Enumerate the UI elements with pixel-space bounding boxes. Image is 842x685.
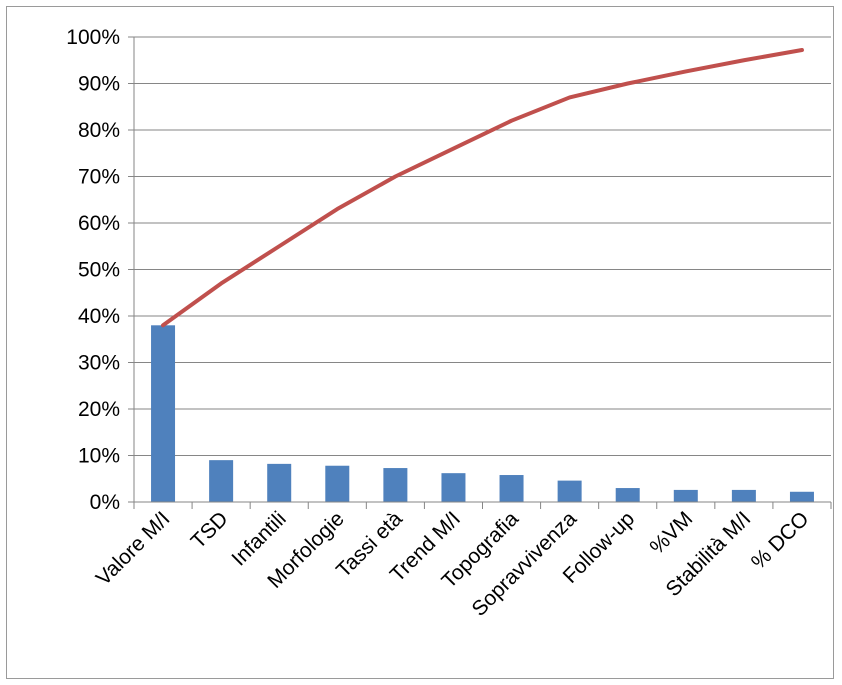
gridlines: [134, 36, 831, 456]
bar: [325, 465, 350, 502]
bar: [615, 488, 640, 502]
bar: [209, 460, 234, 502]
bar: [731, 489, 756, 502]
x-tick-label: Sopravvivenza: [467, 507, 581, 621]
bar: [789, 491, 814, 502]
bar: [441, 473, 466, 502]
y-tick-label: 40%: [78, 305, 120, 328]
x-tick-label: %VM: [646, 507, 698, 559]
pareto-chart: 0% 10% 20% 30% 40% 50% 60% 70% 80% 90% 100% Valore…: [66, 26, 832, 621]
bar: [151, 325, 176, 502]
bar: [499, 475, 524, 502]
x-tick-label: % DCO: [747, 507, 814, 574]
y-tick-label: 80%: [78, 119, 120, 142]
x-tick-label: TSD: [187, 507, 233, 553]
y-tick-label: 60%: [78, 212, 120, 235]
y-tick-label: 30%: [78, 352, 120, 375]
bar: [673, 489, 698, 502]
cumulative-line-series: [161, 48, 804, 328]
y-tick-labels: 0% 10% 20% 30% 40% 50% 60% 70% 80% 90% 100%: [66, 26, 120, 514]
chart-frame: 0% 10% 20% 30% 40% 50% 60% 70% 80% 90% 100% Valore…: [6, 6, 834, 679]
bar-series: [151, 325, 814, 502]
axes: [128, 36, 832, 509]
y-tick-label: 0%: [90, 491, 120, 514]
bar: [267, 463, 292, 502]
y-tick-label: 50%: [78, 259, 120, 282]
cumulative-line: [161, 48, 804, 328]
bar: [557, 480, 582, 502]
y-tick-label: 10%: [78, 445, 120, 468]
y-tick-label: 100%: [66, 26, 120, 49]
bar: [383, 468, 408, 502]
y-tick-label: 20%: [78, 398, 120, 421]
x-tick-label: Valore M/I: [92, 507, 175, 590]
y-tick-label: 90%: [78, 73, 120, 96]
y-tick-label: 70%: [78, 166, 120, 189]
